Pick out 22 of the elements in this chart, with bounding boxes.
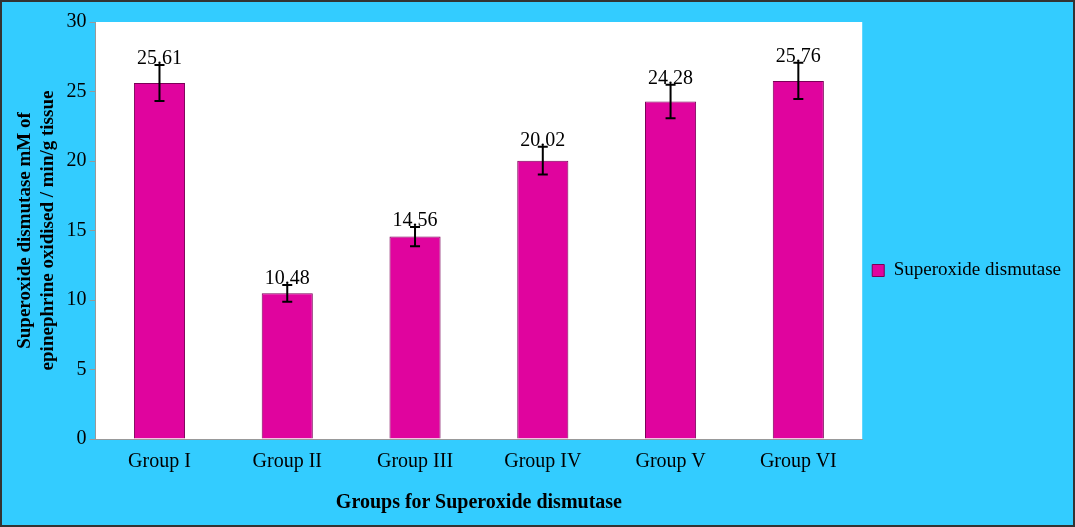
data-label: 24.28 <box>648 66 694 89</box>
x-tick-label: Group IV <box>504 449 582 473</box>
x-tick-label: Group II <box>252 449 322 473</box>
x-tick-label: Group I <box>128 449 191 473</box>
y-tick-label: 15 <box>66 217 87 240</box>
y-tick-label: 5 <box>76 356 87 379</box>
data-label: 14.56 <box>392 208 438 231</box>
y-tick-label: 30 <box>66 9 87 32</box>
y-tick-label: 20 <box>66 148 87 171</box>
x-axis-title: Groups for Superoxide dismutase <box>335 490 623 514</box>
x-tick-label: Group III <box>376 449 454 473</box>
data-label: 10.48 <box>264 266 310 289</box>
data-label: 25.76 <box>775 44 821 67</box>
data-label: 25.61 <box>136 46 182 69</box>
y-axis-title: Superoxide dismutase mM of epinephrine oxidised / min/g tissue <box>13 90 58 371</box>
x-tick-label: Group VI <box>759 449 837 473</box>
legend-label: Superoxide dismutase <box>893 258 1061 280</box>
x-tick-label: Group V <box>635 449 707 473</box>
y-tick-label: 10 <box>66 287 87 310</box>
y-tick-label: 0 <box>76 426 87 449</box>
data-label: 20.02 <box>520 128 566 151</box>
y-tick-label: 25 <box>66 78 87 101</box>
